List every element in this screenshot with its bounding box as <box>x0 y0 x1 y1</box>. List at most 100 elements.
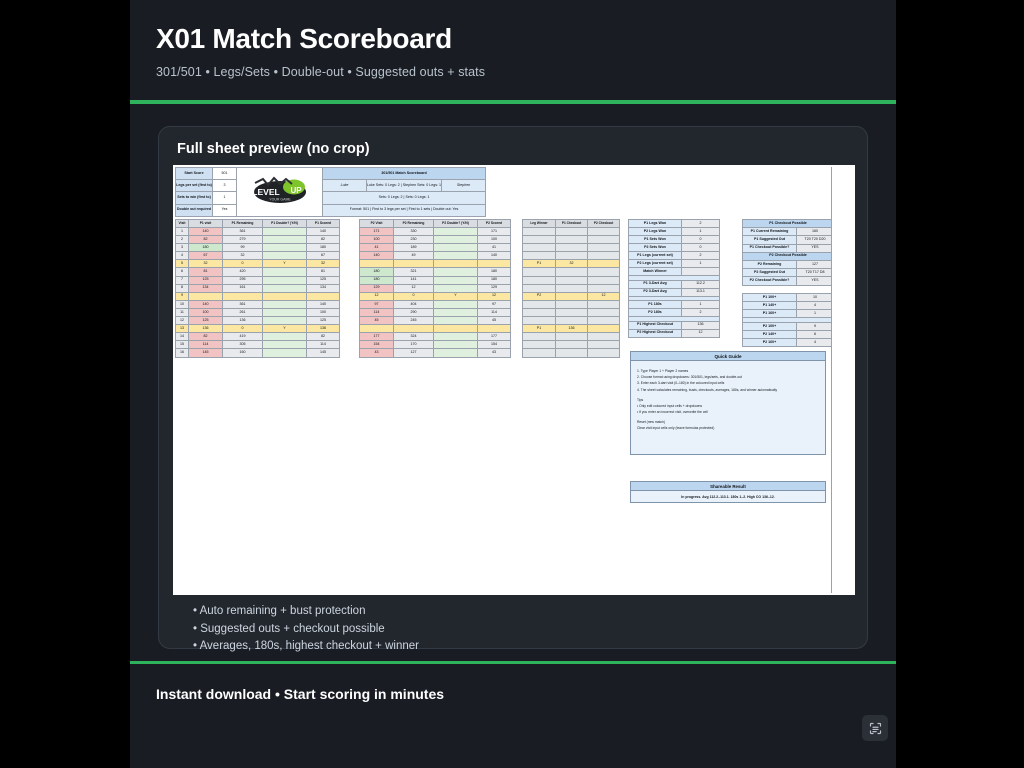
table-row: P2 Suggested Out T20 T17 D8 <box>742 268 834 278</box>
cell-double[interactable] <box>433 226 478 237</box>
cell-double[interactable] <box>433 275 478 285</box>
cell-visit-score[interactable]: 82 <box>188 332 223 342</box>
cell-double[interactable] <box>262 348 307 358</box>
cell-visit-score[interactable]: 114 <box>359 307 394 318</box>
cell-visit-score[interactable]: 82 <box>188 235 223 245</box>
table-row: 100 230 100 <box>359 235 511 245</box>
cell-visit-score[interactable]: 140 <box>359 251 394 261</box>
stat-label: P1 Sets Won <box>628 235 682 245</box>
cell-double[interactable] <box>262 316 307 326</box>
cell-visit-score[interactable]: 41 <box>359 243 394 253</box>
cell-double[interactable] <box>262 307 307 318</box>
table-row: P1 Checkout Possible <box>742 218 834 229</box>
table-row <box>522 340 620 350</box>
cell-visit-score[interactable]: 180 <box>359 267 394 277</box>
cell-visit-score[interactable]: 134 <box>188 283 223 293</box>
cell-double[interactable] <box>433 251 478 261</box>
player2-name-cell[interactable]: Stephen <box>441 179 487 193</box>
setting-value[interactable]: 1 <box>212 191 237 205</box>
table-row: P1 160+ 1 <box>742 309 834 319</box>
table-row: P2 Checkout Possible <box>742 251 834 261</box>
table-row <box>359 324 511 334</box>
cell-double[interactable]: Y <box>433 291 478 301</box>
cell-visit: 8 <box>175 283 189 293</box>
stat-label: P2 Legs Won <box>628 227 682 237</box>
cell-remaining: 279 <box>222 235 263 245</box>
shareable-result-panel: Shareable Result In progress. Avg 112.2–… <box>630 481 826 503</box>
cell-double[interactable] <box>433 259 478 269</box>
cell-double[interactable] <box>433 243 478 253</box>
setting-value[interactable]: Yes <box>212 203 237 217</box>
cell-visit-score[interactable]: 129 <box>359 283 394 293</box>
column-header: P1 Scored <box>306 219 340 228</box>
cell-visit-score[interactable]: 81 <box>188 267 223 277</box>
cell-double[interactable] <box>433 299 478 309</box>
table-row <box>359 259 511 269</box>
cell-double[interactable] <box>262 275 307 285</box>
cell-visit: 6 <box>175 267 189 277</box>
cell-double[interactable] <box>262 299 307 309</box>
cell-double[interactable] <box>262 340 307 350</box>
cell-visit-score[interactable]: 125 <box>188 275 223 285</box>
cell-leg-winner <box>522 251 556 261</box>
setting-value[interactable]: 501 <box>212 166 237 181</box>
cell-double[interactable]: Y <box>262 324 307 334</box>
cell-visit-score[interactable]: 177 <box>359 332 394 342</box>
cell-double[interactable] <box>262 243 307 253</box>
cell-visit: 7 <box>175 275 189 285</box>
cell-visit-score[interactable]: 136 <box>188 324 223 334</box>
cell-double[interactable] <box>262 267 307 277</box>
cell-p1-checkout <box>555 332 588 342</box>
cell-visit-score[interactable]: 97 <box>359 299 394 309</box>
cell-visit-score[interactable]: 140 <box>188 226 223 237</box>
cell-double[interactable] <box>433 307 478 318</box>
table-row: 140 49 140 <box>359 251 511 261</box>
checkout-value: YES <box>796 243 834 253</box>
cell-double[interactable] <box>262 226 307 237</box>
cell-remaining: 0 <box>222 259 263 269</box>
cell-visit-score[interactable]: 171 <box>359 226 394 237</box>
stat-label: P2 Sets Won <box>628 243 682 253</box>
cell-remaining: 321 <box>393 267 434 277</box>
table-row: P2 Remaining 127 <box>742 259 834 270</box>
cell-double[interactable] <box>433 332 478 342</box>
cell-visit-score[interactable]: 32 <box>188 259 223 269</box>
cell-double[interactable] <box>433 316 478 326</box>
cell-double[interactable] <box>433 283 478 293</box>
table-row: 180 141 180 <box>359 275 511 285</box>
cell-double[interactable] <box>262 283 307 293</box>
cell-double[interactable] <box>262 332 307 342</box>
cell-visit-score[interactable]: 43 <box>359 348 394 358</box>
table-row: P1 Legs (current set) 2 <box>628 251 720 261</box>
cell-visit-score[interactable]: 12 <box>359 291 394 301</box>
table-row: P1 Sets Won 0 <box>628 235 720 245</box>
cell-visit-score[interactable]: 45 <box>359 316 394 326</box>
document-scan-icon[interactable] <box>862 715 888 741</box>
cell-visit-score[interactable]: 67 <box>188 251 223 261</box>
cell-visit-score[interactable] <box>359 259 394 269</box>
cell-visit-score[interactable]: 145 <box>188 348 223 358</box>
cell-visit-score[interactable]: 180 <box>359 275 394 285</box>
cell-double[interactable]: Y <box>262 259 307 269</box>
cell-remaining: 295 <box>222 275 263 285</box>
cell-double[interactable] <box>433 267 478 277</box>
setting-value[interactable]: 3 <box>212 179 237 193</box>
cell-double[interactable] <box>433 340 478 350</box>
cell-double[interactable] <box>262 251 307 261</box>
cell-visit-score[interactable] <box>188 291 223 301</box>
checkout-value: YES <box>796 276 834 286</box>
cell-visit-score[interactable]: 125 <box>188 316 223 326</box>
cell-visit-score[interactable]: 100 <box>188 307 223 318</box>
cell-double[interactable] <box>262 291 307 301</box>
cell-double[interactable] <box>433 324 478 334</box>
cell-double[interactable] <box>433 348 478 358</box>
cell-visit-score[interactable]: 114 <box>188 340 223 350</box>
cell-visit-score[interactable]: 140 <box>188 299 223 309</box>
cell-double[interactable] <box>433 235 478 245</box>
cell-visit-score[interactable] <box>359 324 394 334</box>
cell-visit-score[interactable]: 180 <box>188 243 223 253</box>
cell-double[interactable] <box>262 235 307 245</box>
player1-name-cell[interactable]: Luke <box>322 179 367 193</box>
cell-visit-score[interactable]: 154 <box>359 340 394 350</box>
cell-visit-score[interactable]: 100 <box>359 235 394 245</box>
